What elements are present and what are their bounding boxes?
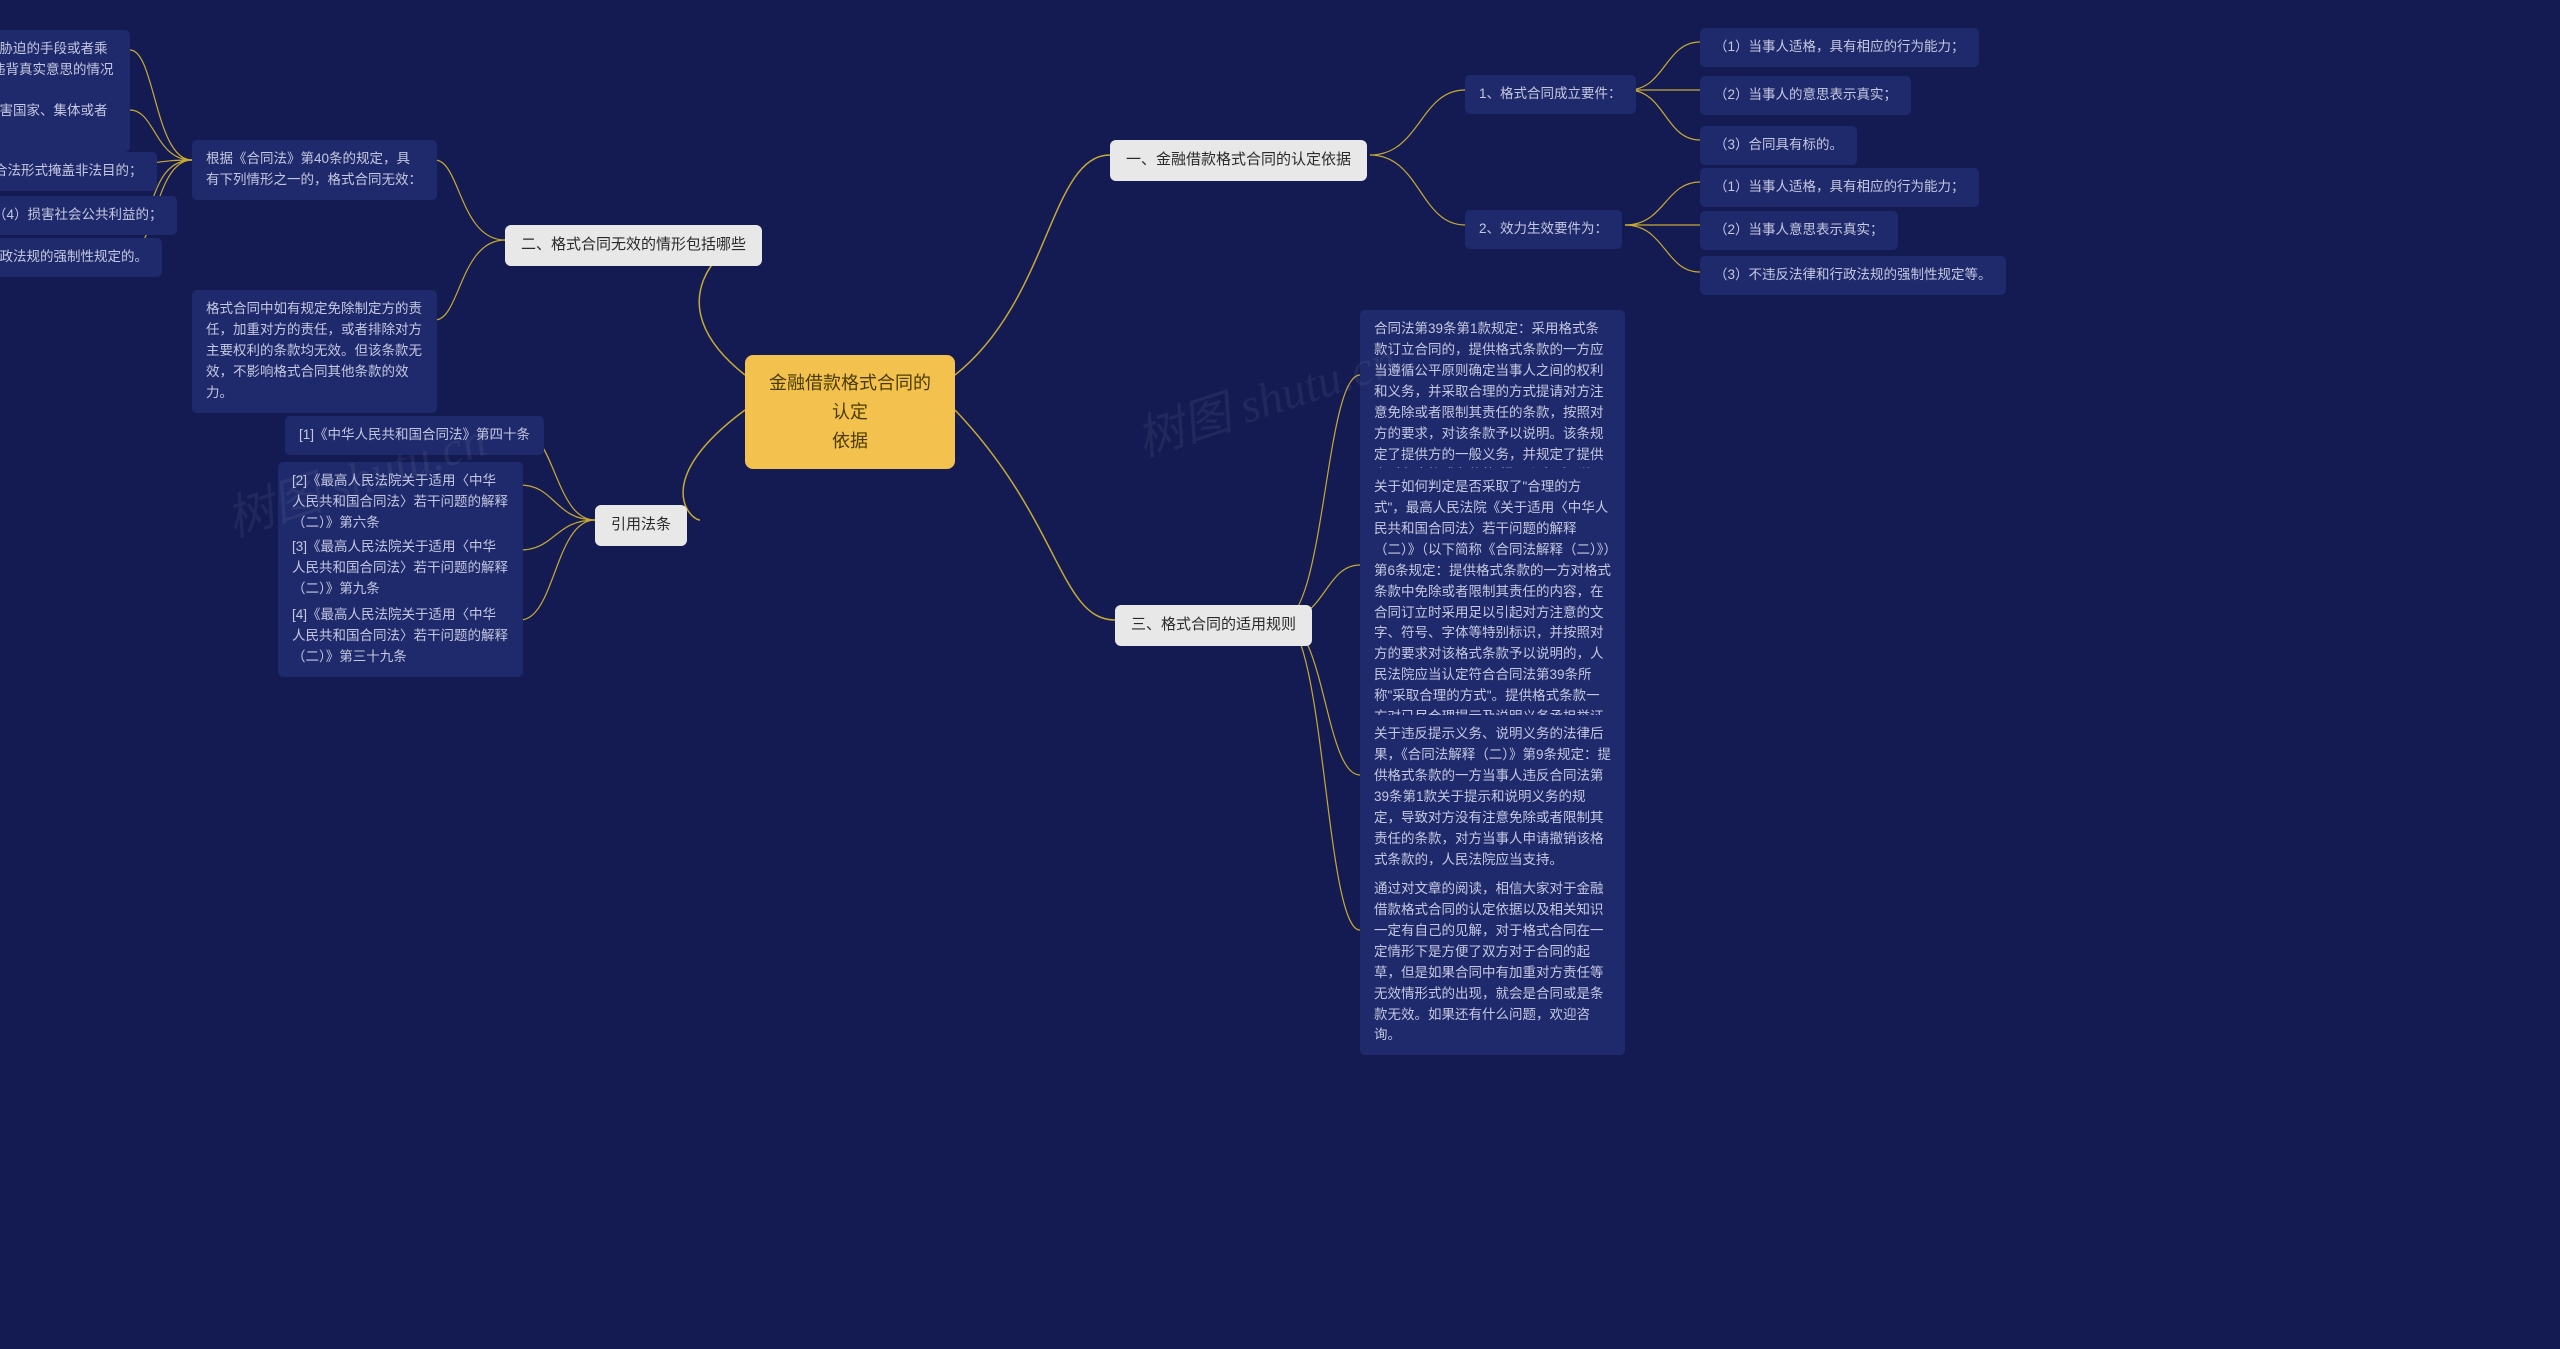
branch-1: 一、金融借款格式合同的认定依据: [1110, 140, 1367, 181]
b2-sub1: 根据《合同法》第40条的规定，具有下列情形之一的，格式合同无效：: [192, 140, 437, 200]
branch-4-label: 引用法条: [611, 516, 671, 533]
root-node: 金融借款格式合同的认定 依据: [745, 355, 955, 469]
b2-s1-c5: （5）违反法律、行政法规的强制性规定的。: [0, 238, 162, 277]
b1-s2-c1: （1）当事人适格，具有相应的行为能力；: [1700, 168, 1979, 207]
b4-c4: [4]《最高人民法院关于适用〈中华人民共和国合同法〉若干问题的解释（二）》第三十…: [278, 596, 523, 677]
branch-2-label: 二、格式合同无效的情形包括哪些: [521, 236, 746, 253]
branch-2: 二、格式合同无效的情形包括哪些: [505, 225, 762, 266]
branch-4: 引用法条: [595, 505, 687, 546]
b2-s1-c4: （4）损害社会公共利益的；: [0, 196, 177, 235]
branch-3: 三、格式合同的适用规则: [1115, 605, 1312, 646]
b2-sub2: 格式合同中如有规定免除制定方的责任，加重对方的责任，或者排除对方主要权利的条款均…: [192, 290, 437, 413]
branch-3-label: 三、格式合同的适用规则: [1131, 616, 1296, 633]
b1-s2-c3: （3）不违反法律和行政法规的强制性规定等。: [1700, 256, 2006, 295]
b3-c4: 通过对文章的阅读，相信大家对于金融借款格式合同的认定依据以及相关知识一定有自己的…: [1360, 870, 1625, 1055]
b4-c1: [1]《中华人民共和国合同法》第四十条: [285, 416, 544, 455]
root-label-l1: 金融借款格式合同的认定: [763, 369, 937, 427]
root-label-l2: 依据: [763, 427, 937, 456]
b1-s1-c1: （1）当事人适格，具有相应的行为能力；: [1700, 28, 1979, 67]
b2-s1-c2: （2）恶意串通，损害国家、集体或者第三人利益的；: [0, 92, 130, 152]
branch-1-label: 一、金融借款格式合同的认定依据: [1126, 151, 1351, 168]
b1-sub1: 1、格式合同成立要件：: [1465, 75, 1636, 114]
b1-sub2: 2、效力生效要件为：: [1465, 210, 1622, 249]
b1-s1-c2: （2）当事人的意思表示真实；: [1700, 76, 1911, 115]
b3-c3: 关于违反提示义务、说明义务的法律后果，《合同法解释（二）》第9条规定：提供格式条…: [1360, 715, 1625, 879]
b1-s2-c2: （2）当事人意思表示真实；: [1700, 211, 1898, 250]
b1-s1-c3: （3）合同具有标的。: [1700, 126, 1857, 165]
b2-s1-c3: （3）以合法形式掩盖非法目的；: [0, 152, 157, 191]
